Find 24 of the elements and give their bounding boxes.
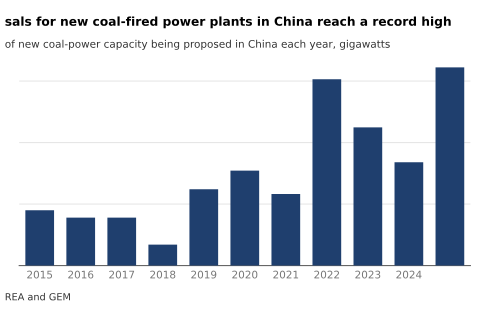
chart-title: sals for new coal-fired power plants in China reach a record high bbox=[5, 16, 451, 28]
bar bbox=[354, 127, 382, 266]
bar bbox=[148, 244, 178, 266]
x-tick-label: 2021 bbox=[273, 270, 298, 279]
bar bbox=[271, 194, 300, 266]
x-tick-label: 2024 bbox=[396, 270, 422, 279]
x-tick-label: 2020 bbox=[232, 270, 258, 279]
x-tick-label: 2015 bbox=[27, 270, 52, 279]
x-tick-label: 2017 bbox=[109, 270, 134, 279]
bar bbox=[189, 189, 218, 266]
x-tick-label: 2022 bbox=[314, 270, 340, 279]
bar bbox=[66, 218, 96, 266]
bar bbox=[312, 79, 342, 266]
x-tick-label: 2018 bbox=[150, 270, 176, 279]
bar bbox=[230, 170, 260, 266]
x-tick-label: 2023 bbox=[355, 270, 380, 279]
bar bbox=[436, 67, 464, 266]
bar bbox=[107, 218, 136, 266]
chart-subtitle: of new coal-power capacity being proposed in China each year, gigawatts bbox=[5, 40, 390, 50]
text: REA and GEM bbox=[6, 292, 70, 300]
bar bbox=[394, 162, 424, 266]
x-tick-label: 2016 bbox=[68, 270, 94, 279]
bar bbox=[25, 210, 54, 266]
x-tick-label: 2019 bbox=[191, 270, 216, 279]
